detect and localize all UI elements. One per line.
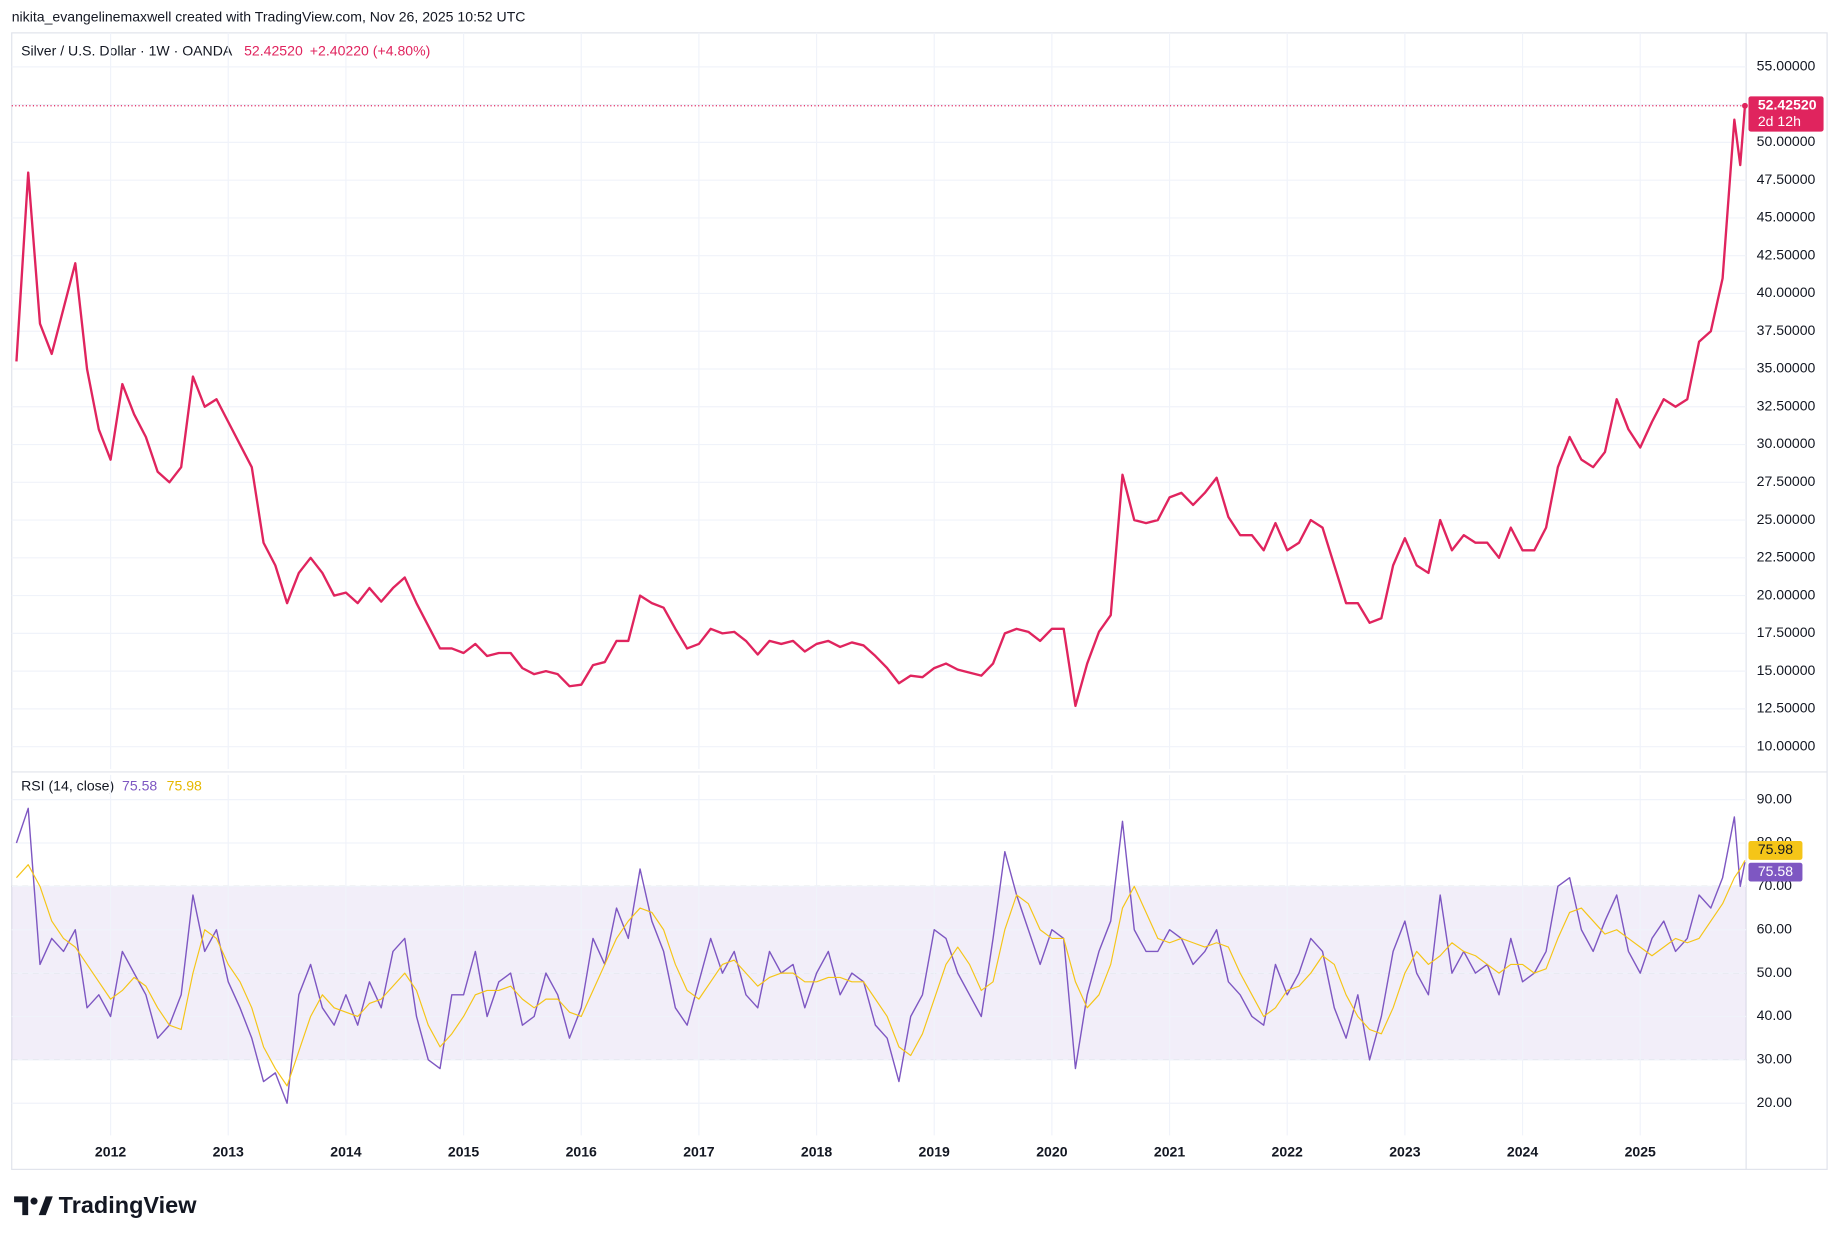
x-tick-label: 2014 (330, 1144, 361, 1160)
x-tick-label: 2019 (919, 1144, 950, 1160)
y-tick-label: 15.00000 (1757, 662, 1816, 678)
x-tick-label: 2013 (213, 1144, 244, 1160)
symbol-legend: Silver / U.S. Dollar · 1W · OANDA (21, 42, 233, 58)
last-price-badge (1748, 96, 1824, 132)
last-value-label: 75.98 (1758, 841, 1793, 857)
x-tick-label: 2021 (1154, 1144, 1185, 1160)
x-tick-label: 2015 (448, 1144, 479, 1160)
x-tick-label: 2016 (566, 1144, 597, 1160)
y-tick-label: 40.00 (1757, 1007, 1792, 1023)
y-tick-label: 12.50000 (1757, 700, 1816, 716)
y-tick-label: 50.00 (1757, 964, 1792, 980)
last-value-label: 75.58 (1758, 863, 1793, 879)
last-price-label: 52.42520 (1758, 96, 1817, 112)
y-tick-label: 10.00000 (1757, 737, 1816, 753)
logo-mark (14, 1196, 29, 1216)
countdown-label: 2d 12h (1758, 113, 1801, 129)
credit: nikita_evangelinemaxwell created with Tr… (12, 8, 526, 24)
logo-mark (38, 1196, 53, 1216)
brand-name: TradingView (59, 1192, 198, 1218)
y-tick-label: 30.00 (1757, 1051, 1792, 1067)
series-line (15, 105, 1747, 708)
y-tick-label: 90.00 (1757, 790, 1792, 806)
x-tick-label: 2020 (1036, 1144, 1067, 1160)
y-tick-label: 17.50000 (1757, 624, 1816, 640)
y-tick-label: 50.00000 (1757, 133, 1816, 149)
change-legend: +2.40220 (+4.80%) (310, 42, 431, 58)
y-tick-label: 35.00000 (1757, 360, 1816, 376)
y-tick-label: 30.00000 (1757, 435, 1816, 451)
rsi-legend: RSI (14, close) (21, 777, 114, 793)
x-tick-label: 2025 (1625, 1144, 1656, 1160)
rsi-ma-legend-value: 75.98 (167, 777, 202, 793)
last-value-badge (1748, 841, 1803, 860)
series-line (16, 860, 1746, 1087)
x-tick-label: 2022 (1272, 1144, 1303, 1160)
y-tick-label: 47.50000 (1757, 171, 1816, 187)
x-tick-label: 2012 (95, 1144, 126, 1160)
series-line (15, 807, 1746, 1104)
y-tick-label: 60.00 (1757, 920, 1792, 936)
x-tick-label: 2023 (1389, 1144, 1420, 1160)
rsi-legend-value: 75.58 (122, 777, 157, 793)
x-tick-label: 2024 (1507, 1144, 1538, 1160)
last-price-legend: 52.42520 (244, 42, 303, 58)
y-tick-label: 22.50000 (1757, 549, 1816, 565)
x-tick-label: 2017 (683, 1144, 714, 1160)
y-tick-label: 37.50000 (1757, 322, 1816, 338)
y-tick-label: 40.00000 (1757, 284, 1816, 300)
last-point (1742, 102, 1748, 109)
y-tick-label: 55.00000 (1757, 58, 1816, 74)
y-tick-label: 20.00000 (1757, 586, 1816, 602)
y-tick-label: 20.00 (1757, 1094, 1792, 1110)
frame (11, 32, 1828, 1170)
y-tick-label: 45.00000 (1757, 209, 1816, 225)
last-value-badge (1748, 862, 1803, 882)
brand-logo[interactable]: TradingView (14, 1192, 197, 1218)
y-tick-label: 25.00000 (1757, 511, 1816, 527)
x-tick-label: 2018 (801, 1144, 832, 1160)
logo-mark (30, 1197, 38, 1205)
y-tick-label: 27.50000 (1757, 473, 1816, 489)
y-tick-label: 42.50000 (1757, 246, 1816, 262)
y-tick-label: 32.50000 (1757, 397, 1816, 413)
